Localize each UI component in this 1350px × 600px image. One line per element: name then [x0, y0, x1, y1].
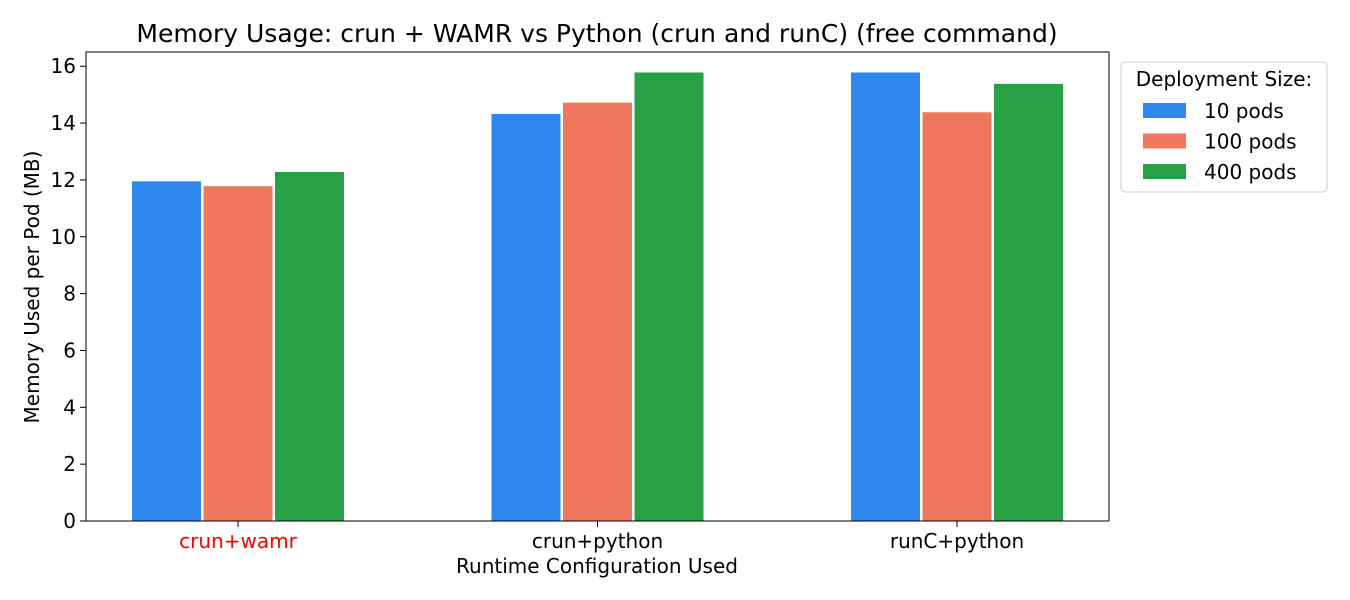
y-tick-label: 16 — [51, 54, 76, 78]
legend-swatch — [1143, 164, 1186, 179]
legend-label: 100 pods — [1204, 130, 1297, 154]
legend-frame — [1120, 61, 1328, 193]
y-tick-label: 2 — [63, 452, 76, 476]
bar-10-pods-runC-python — [851, 72, 920, 521]
bar-100-pods-crun-python — [563, 102, 632, 521]
bar-10-pods-crun-wamr — [132, 181, 201, 521]
chart-title: Memory Usage: crun + WAMR vs Python (cru… — [136, 19, 1057, 48]
plot-area — [85, 51, 1110, 522]
legend-swatch — [1143, 133, 1186, 149]
legend-items: 10 pods 100 pods 400 pods — [1143, 99, 1297, 184]
bar-10-pods-crun-python — [491, 113, 561, 522]
legend: Deployment Size: 10 pods 100 pods 400 pods — [1120, 61, 1328, 193]
y-tick-label: 10 — [51, 225, 76, 249]
bar-400-pods-crun-wamr — [275, 171, 344, 521]
bar-100-pods-crun-wamr — [203, 186, 273, 522]
x-tick-label: runC+python — [890, 529, 1024, 553]
x-axis: crun+wamr crun+python runC+python — [179, 521, 1024, 553]
y-tick-label: 8 — [63, 282, 76, 306]
legend-label: 10 pods — [1204, 99, 1284, 123]
y-tick-label: 6 — [63, 338, 76, 362]
y-tick-label: 4 — [63, 395, 76, 419]
y-tick-label: 12 — [51, 168, 76, 192]
legend-title: Deployment Size: — [1136, 67, 1312, 91]
legend-swatch — [1143, 103, 1186, 118]
x-axis-label: Runtime Configuration Used — [456, 554, 738, 578]
y-tick-label: 14 — [51, 111, 76, 135]
legend-label: 400 pods — [1204, 160, 1297, 184]
y-axis: 0 2 4 6 8 10 12 14 16 — [51, 54, 86, 533]
x-tick-label: crun+python — [532, 529, 663, 553]
y-tick-label: 0 — [63, 509, 76, 533]
x-tick-label: crun+wamr — [179, 529, 297, 553]
bar-400-pods-runC-python — [994, 83, 1063, 522]
y-axis-label: Memory Used per Pod (MB) — [20, 151, 44, 424]
bar-400-pods-crun-python — [634, 72, 704, 521]
bar-100-pods-runC-python — [922, 112, 992, 521]
